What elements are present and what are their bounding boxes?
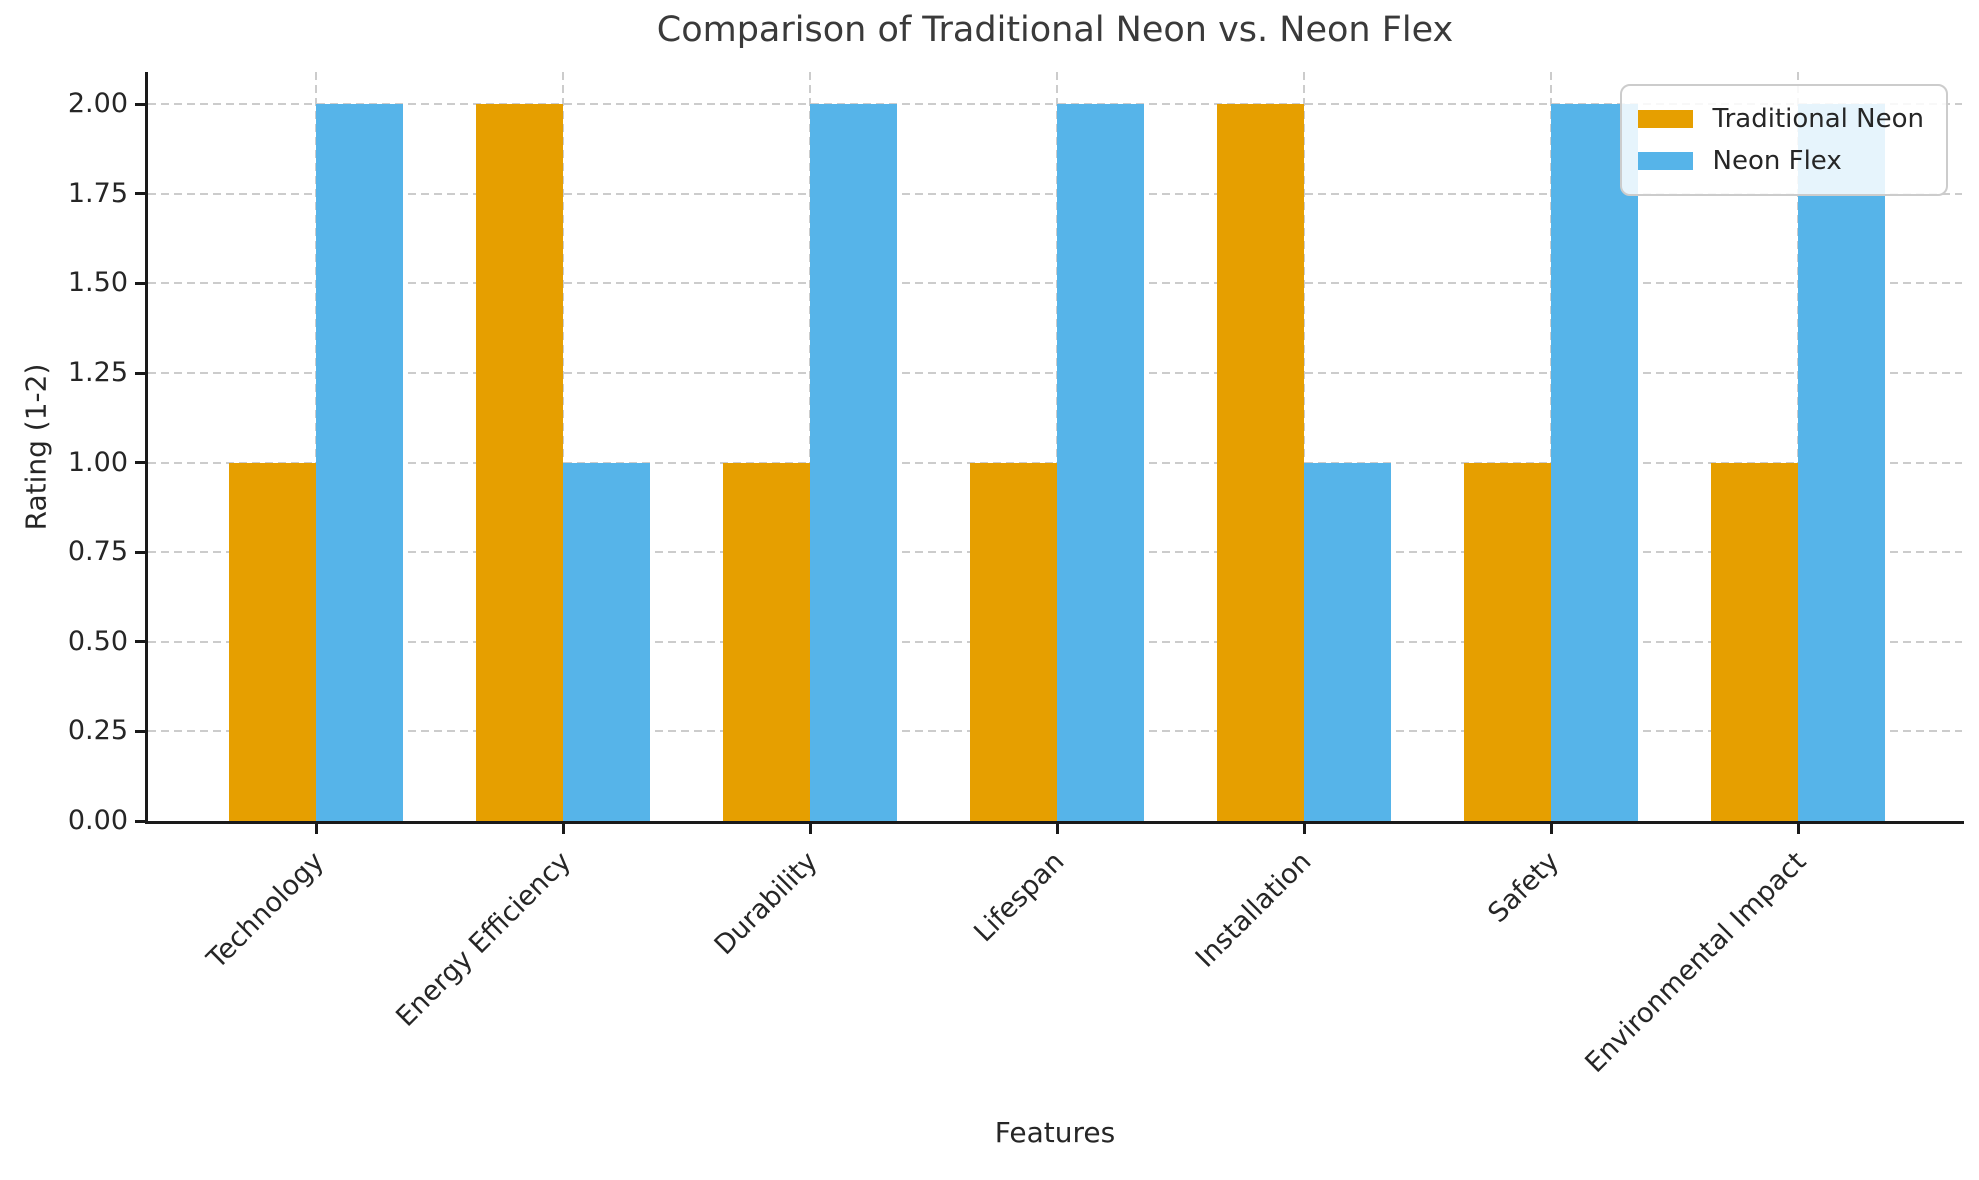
bar-traditional-neon [1711,462,1798,821]
x-tick-mark [1055,824,1059,834]
y-tick-label: 1.75 [67,177,128,209]
bar-neon-flex [810,104,897,821]
y-tick-label: 1.00 [67,446,128,478]
x-tick-label: Environmental Impact [1578,846,1812,1079]
x-tick-label: Installation [1190,846,1318,974]
y-tick-label: 2.00 [67,88,128,120]
x-tick-label: Energy Efficiency [390,846,577,1033]
y-tick-mark [135,729,145,733]
y-gridline [148,372,1962,375]
y-tick-label: 0.50 [67,625,128,657]
y-tick-mark [135,550,145,554]
y-tick-mark [135,371,145,375]
y-gridline [148,282,1962,285]
y-tick-mark [135,640,145,644]
x-gridline [562,72,564,821]
bar-neon-flex [1304,462,1391,821]
x-tick-label: Durability [708,846,824,962]
y-tick-label: 1.25 [67,357,128,389]
y-gridline [148,103,1962,106]
y-gridline [148,461,1962,464]
legend-swatch [1637,152,1693,170]
bar-neon-flex [1798,104,1885,821]
x-tick-label: Lifespan [968,846,1071,949]
y-gridline [148,192,1962,195]
x-tick-mark [1302,824,1306,834]
y-tick-mark [135,461,145,465]
y-tick-label: 1.50 [67,267,128,299]
y-tick-label: 0.00 [67,805,128,836]
plot-area [148,72,1962,821]
legend-label: Neon Flex [1712,146,1842,176]
y-tick-label: 0.75 [67,536,128,568]
x-gridline [1303,72,1305,821]
x-tick-mark [314,824,318,834]
x-tick-mark [808,824,812,834]
bar-neon-flex [1551,104,1638,821]
x-tick-mark [1549,824,1553,834]
y-tick-mark [135,281,145,285]
y-tick-mark [135,819,145,823]
legend-entry: Neon Flex [1637,140,1924,182]
x-tick-mark [1796,824,1800,834]
y-axis-spine [145,72,148,824]
bar-neon-flex [563,462,650,821]
bar-traditional-neon [970,462,1057,821]
y-tick-mark [135,192,145,196]
x-axis-label: Features [994,1116,1116,1149]
y-tick-label: 0.25 [67,715,128,747]
y-tick-mark [135,102,145,106]
x-tick-label: Safety [1481,846,1565,929]
bar-neon-flex [316,104,403,821]
bar-traditional-neon [723,462,810,821]
legend: Traditional Neon Neon Flex [1619,84,1948,196]
x-axis-spine [145,821,1964,824]
x-tick-label: Technology [201,846,330,975]
chart-title: Comparison of Traditional Neon vs. Neon … [656,10,1454,50]
bar-traditional-neon [1217,104,1304,821]
bar-traditional-neon [476,104,563,821]
legend-swatch [1637,110,1693,128]
x-tick-mark [561,824,565,834]
legend-entry: Traditional Neon [1637,98,1924,140]
bar-traditional-neon [229,462,316,821]
bar-traditional-neon [1464,462,1551,821]
legend-label: Traditional Neon [1712,104,1924,134]
bar-neon-flex [1057,104,1144,821]
